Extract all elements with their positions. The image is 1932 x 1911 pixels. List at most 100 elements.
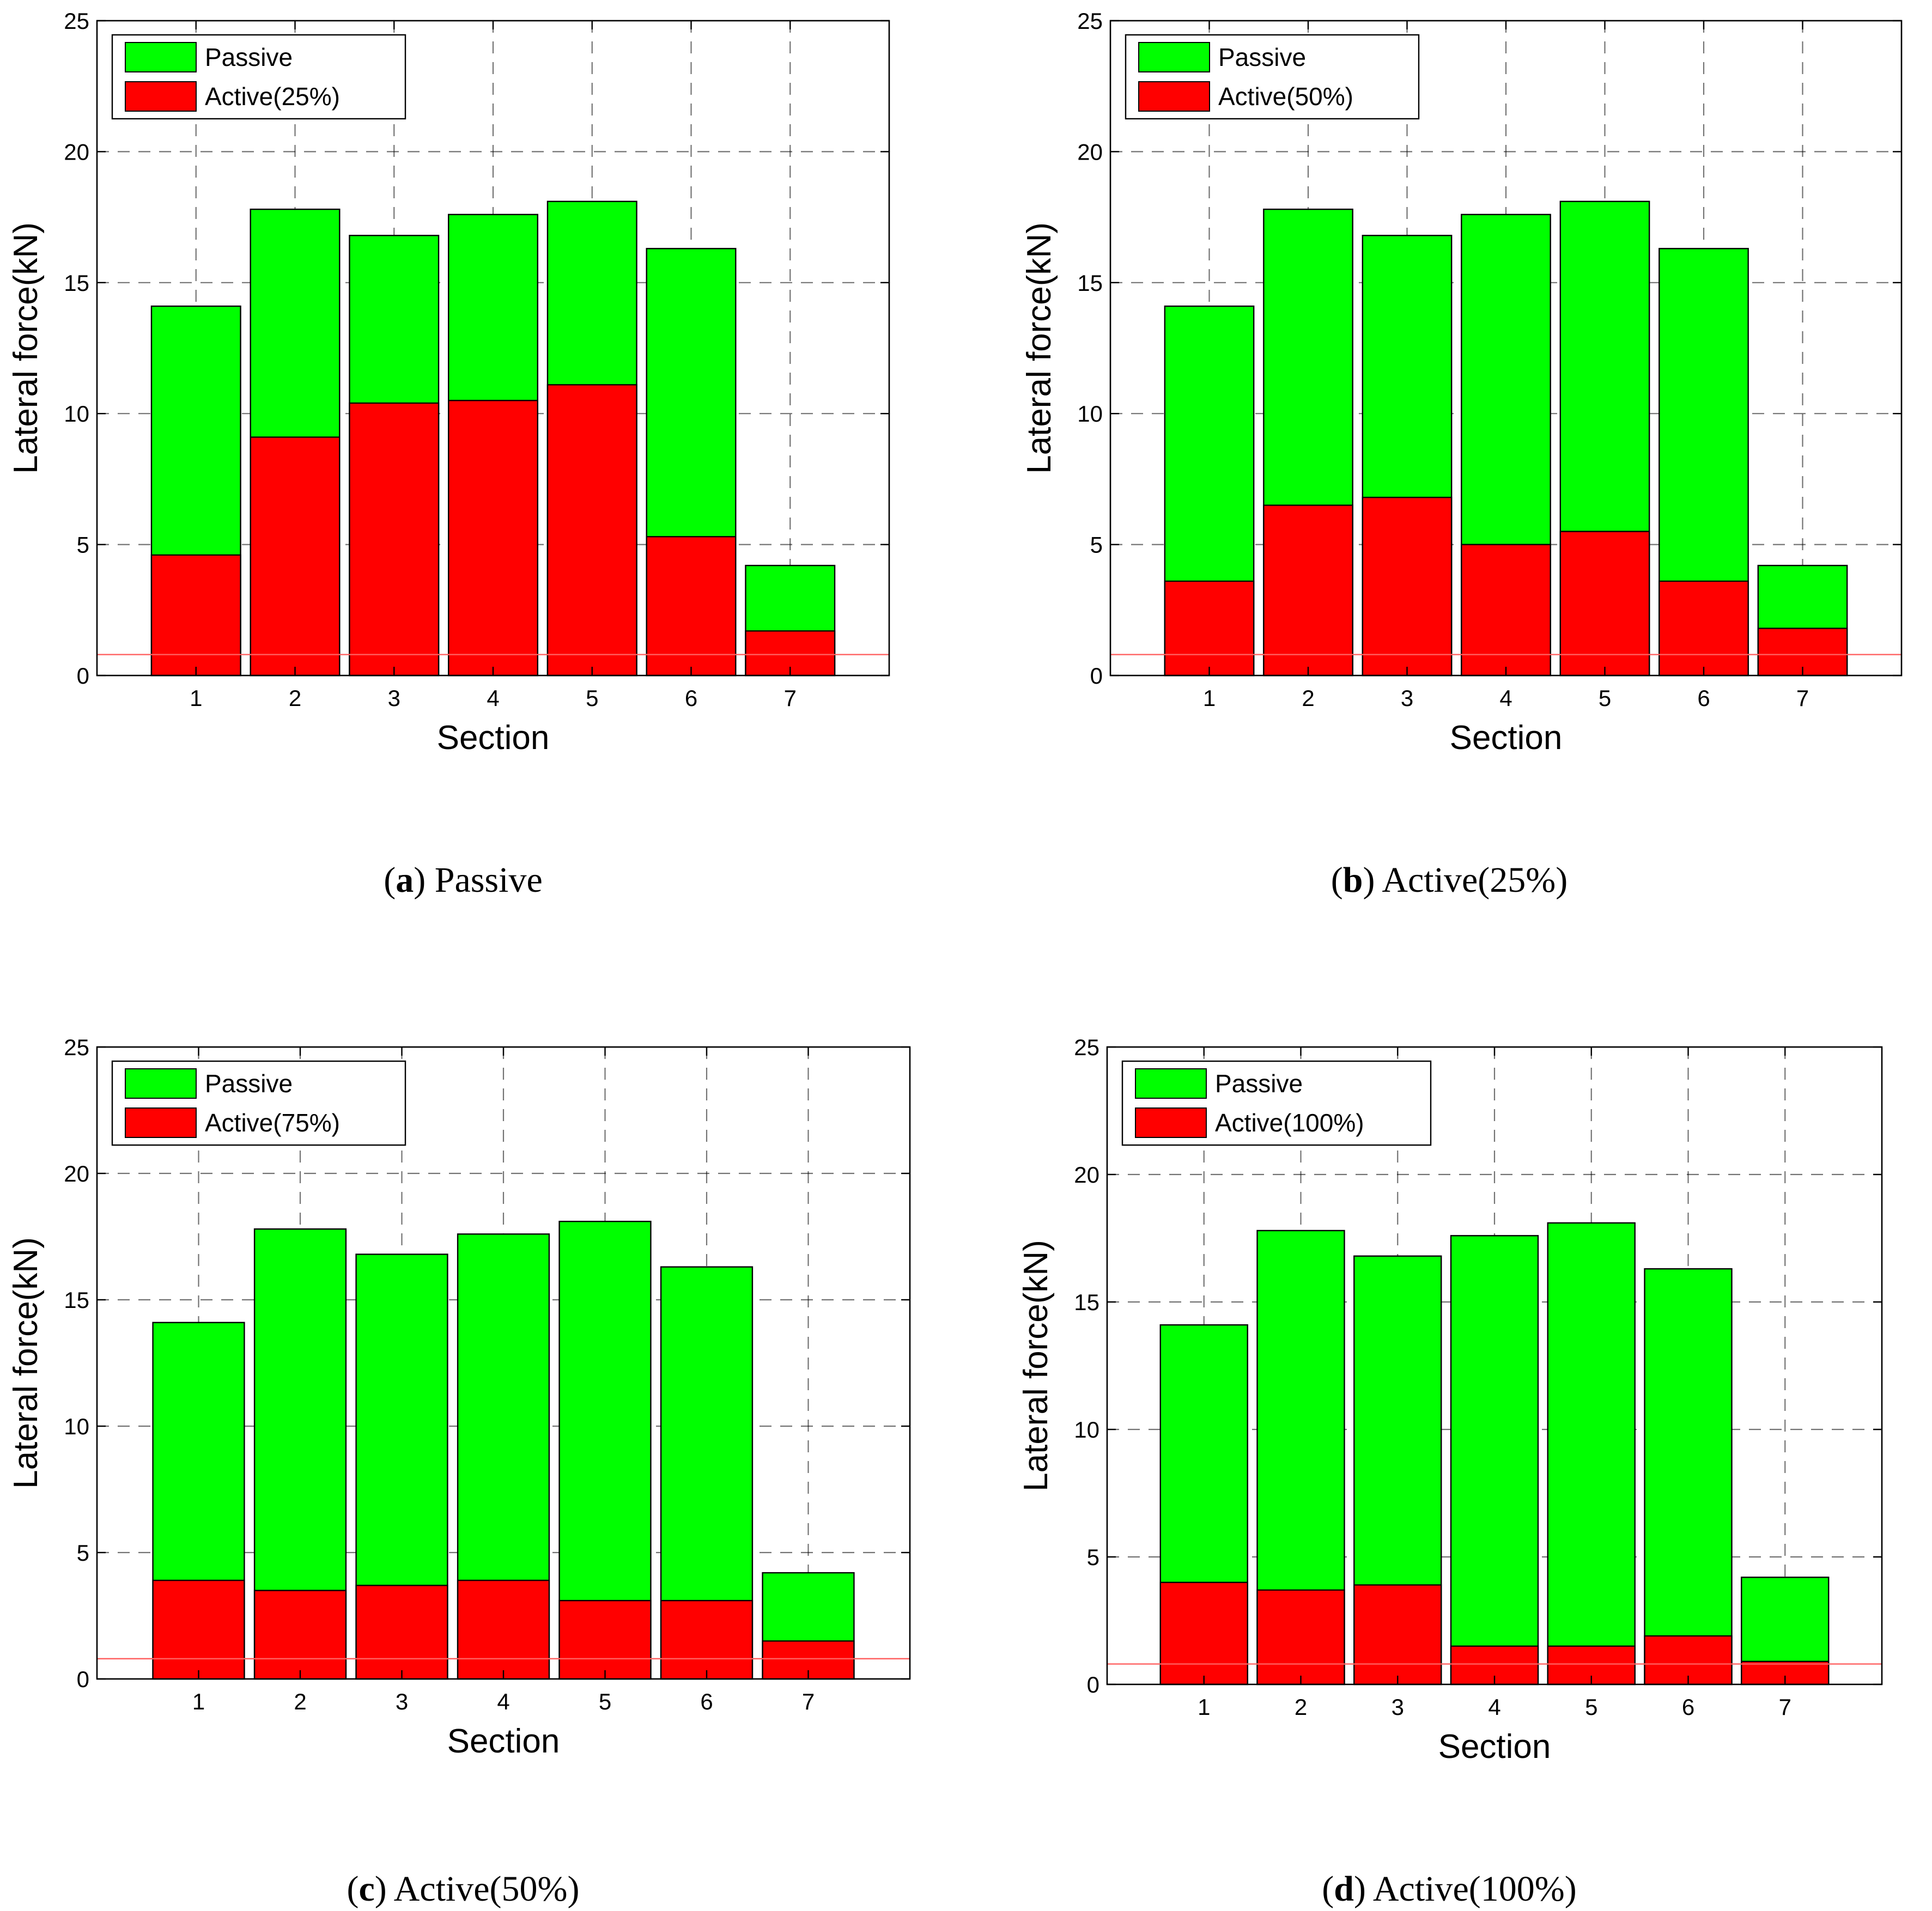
bar-active-1	[1164, 580, 1255, 677]
legend-swatch-passive	[125, 42, 197, 72]
legend-label-passive: Passive	[1218, 43, 1306, 71]
bar-active-4	[457, 1579, 550, 1680]
x-tick-label: 5	[1599, 685, 1611, 711]
caption-d: (d) Active(100%)	[1322, 1869, 1577, 1909]
y-tick-label: 0	[77, 1666, 89, 1692]
y-axis-label: Lateral force(kN)	[7, 1237, 45, 1489]
legend: Passive Active(100%)	[1121, 1060, 1432, 1146]
bar-passive-4	[1450, 1235, 1539, 1685]
legend-label-active: Active(100%)	[1215, 1109, 1364, 1137]
bar-active-3	[355, 1585, 448, 1680]
bar-active-2	[1263, 504, 1353, 677]
y-tick-label: 0	[1087, 1672, 1099, 1697]
legend-swatch-active	[1135, 1107, 1207, 1138]
y-tick-label: 5	[1090, 532, 1103, 558]
legend-label-active: Active(50%)	[1218, 82, 1353, 111]
bar-active-3	[349, 402, 440, 677]
y-tick-label: 10	[1077, 401, 1103, 427]
y-tick-label: 10	[1074, 1417, 1099, 1443]
y-tick-label: 20	[64, 1161, 89, 1186]
x-tick-label: 4	[497, 1689, 509, 1714]
y-axis-label: Lateral force(kN)	[1017, 1240, 1055, 1492]
x-tick-label: 3	[1401, 685, 1413, 711]
legend-label-active: Active(75%)	[205, 1109, 340, 1137]
bar-active-7	[762, 1640, 855, 1680]
caption-c-text: Active(50%)	[393, 1869, 580, 1909]
x-tick-label: 1	[1203, 685, 1216, 711]
x-axis-label: Section	[447, 1723, 560, 1760]
legend-label-passive: Passive	[1215, 1069, 1303, 1098]
bar-active-5	[546, 384, 637, 677]
x-tick-label: 1	[192, 1689, 205, 1714]
y-tick-label: 5	[77, 532, 89, 558]
y-tick-label: 0	[77, 663, 89, 689]
y-tick-label: 25	[64, 8, 89, 34]
legend-swatch-passive	[1135, 1068, 1207, 1099]
caption-b: (b) Active(25%)	[1330, 860, 1568, 900]
x-tick-label: 3	[388, 685, 400, 711]
legend-label-active: Active(25%)	[205, 82, 340, 111]
y-tick-label: 15	[1074, 1289, 1099, 1315]
y-tick-label: 25	[1077, 8, 1103, 34]
x-tick-label: 7	[1796, 685, 1809, 711]
x-tick-label: 2	[1302, 685, 1314, 711]
x-tick-label: 7	[802, 1689, 815, 1714]
y-tick-label: 15	[1077, 270, 1103, 296]
x-tick-label: 2	[1295, 1694, 1307, 1720]
caption-d-letter: d	[1334, 1869, 1354, 1909]
x-tick-label: 6	[700, 1689, 713, 1714]
x-tick-label: 7	[1779, 1694, 1791, 1720]
caption-a: (a) Passive	[384, 860, 543, 900]
bar-active-6	[660, 1599, 754, 1680]
x-tick-label: 6	[1697, 685, 1710, 711]
x-tick-label: 3	[1392, 1694, 1404, 1720]
x-tick-label: 1	[1198, 1694, 1210, 1720]
legend-swatch-active	[1138, 81, 1210, 112]
caption-c-letter: c	[359, 1869, 375, 1909]
legend-label-passive: Passive	[205, 43, 293, 71]
y-tick-label: 5	[1087, 1544, 1099, 1570]
y-tick-label: 0	[1090, 663, 1103, 689]
bar-active-6	[646, 535, 737, 677]
caption-c: (c) Active(50%)	[347, 1869, 580, 1909]
y-tick-label: 20	[1077, 139, 1103, 165]
x-tick-label: 2	[294, 1689, 306, 1714]
caption-a-letter: a	[396, 860, 414, 900]
chart-panel-c: 0 5 10 15 20 25 1 2 3 4 5 6 7 Section Lateral force(kN…	[7, 1034, 911, 1760]
chart-panel-a: 0 5 10 15 20 25 1 2 3 4 5 6 7 Section Lateral force(kN…	[7, 8, 890, 757]
legend: Passive Active(50%)	[1125, 34, 1420, 120]
bar-active-5	[558, 1599, 652, 1680]
bar-active-1	[150, 554, 241, 677]
y-axis-label: Lateral force(kN)	[7, 222, 45, 474]
x-axis-label: Section	[1450, 719, 1563, 757]
x-axis-label: Section	[1438, 1728, 1551, 1766]
legend: Passive Active(25%)	[111, 34, 406, 120]
legend: Passive Active(75%)	[111, 1060, 406, 1146]
x-tick-label: 1	[190, 685, 202, 711]
bar-active-4	[1461, 544, 1551, 677]
caption-b-letter: b	[1342, 860, 1363, 900]
y-tick-label: 20	[64, 139, 89, 165]
legend-swatch-passive	[1138, 42, 1210, 72]
bar-active-3	[1353, 1584, 1442, 1685]
y-tick-label: 20	[1074, 1162, 1099, 1188]
x-tick-label: 6	[1682, 1694, 1694, 1720]
y-axis-label: Lateral force(kN)	[1020, 222, 1058, 474]
legend-swatch-active	[125, 1107, 197, 1138]
x-tick-label: 4	[1488, 1694, 1500, 1720]
x-tick-label: 7	[784, 685, 797, 711]
caption-b-text: Active(25%)	[1382, 860, 1568, 900]
x-tick-label: 5	[1585, 1694, 1597, 1720]
caption-d-text: Active(100%)	[1372, 1869, 1577, 1909]
y-tick-label: 15	[64, 1287, 89, 1313]
bar-passive-6	[1644, 1268, 1733, 1685]
legend-label-passive: Passive	[205, 1069, 293, 1098]
caption-a-text: Passive	[434, 860, 543, 900]
bar-active-2	[1256, 1589, 1345, 1685]
y-tick-label: 5	[77, 1540, 89, 1566]
y-tick-label: 15	[64, 270, 89, 296]
bar-active-3	[1362, 496, 1453, 677]
x-tick-label: 4	[487, 685, 499, 711]
x-tick-label: 6	[685, 685, 697, 711]
